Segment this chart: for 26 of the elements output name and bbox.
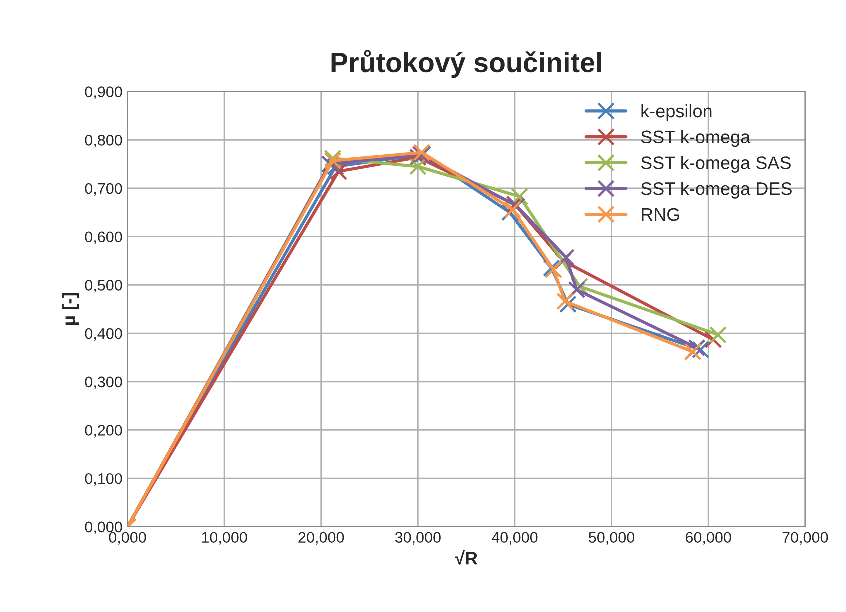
y-tick-label: 0,800 xyxy=(85,135,122,148)
x-axis-title: √R xyxy=(455,550,478,565)
x-tick-label: 10,000 xyxy=(202,532,248,545)
y-tick-label: 0,500 xyxy=(85,280,122,293)
x-tick-label: 40,000 xyxy=(492,532,538,545)
legend-label: k-epsilon xyxy=(642,104,712,122)
y-tick-label: 0,100 xyxy=(85,473,122,486)
x-tick-label: 70,000 xyxy=(782,532,828,545)
x-tick-label: 50,000 xyxy=(589,532,635,545)
y-tick-label: 0,700 xyxy=(85,183,122,196)
legend-label: SST k-omega SAS xyxy=(641,156,791,173)
y-tick-label: 0,900 xyxy=(85,86,122,100)
x-tick-label: 20,000 xyxy=(298,532,344,545)
x-tick-label: 60,000 xyxy=(686,532,732,545)
y-tick-label: 0,000 xyxy=(85,522,122,534)
y-tick-label: 0,400 xyxy=(85,328,122,342)
y-axis-title: μ [-] xyxy=(62,293,80,326)
y-tick-label: 0,200 xyxy=(85,425,122,438)
legend-label: SST k-omega xyxy=(641,130,751,148)
y-tick-label: 0,600 xyxy=(85,232,122,244)
chart-title: Průtokový součinitel xyxy=(332,50,602,78)
x-tick-label: 0,000 xyxy=(109,532,146,545)
legend-label: RNG xyxy=(642,208,680,222)
legend-label: SST k-omega DES xyxy=(641,182,792,199)
y-tick-label: 0,300 xyxy=(85,376,122,390)
x-tick-label: 30,000 xyxy=(395,532,441,545)
